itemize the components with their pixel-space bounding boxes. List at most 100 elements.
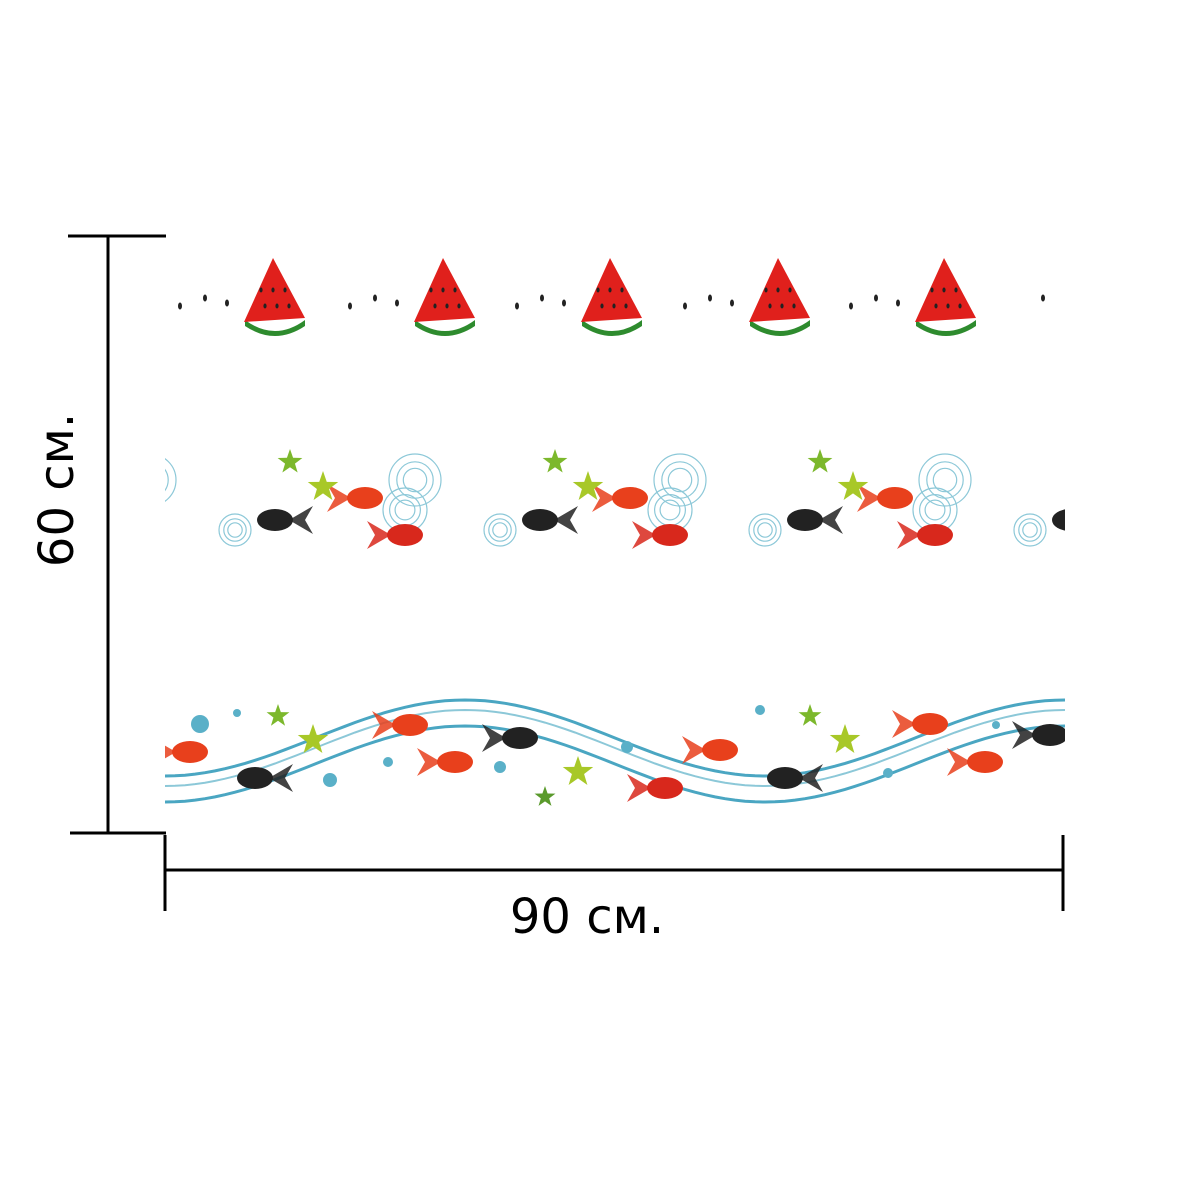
ripple [926, 461, 964, 499]
fish-body [82, 487, 118, 509]
ripple [667, 467, 693, 493]
ripple [483, 513, 517, 547]
watermelon-rind [750, 320, 810, 336]
seed [287, 303, 291, 309]
fish-body [652, 524, 688, 546]
fish [892, 710, 948, 738]
fish-tail [897, 521, 921, 549]
fish [1122, 484, 1178, 512]
seed [942, 287, 946, 293]
seed [515, 302, 519, 310]
fish-tail [289, 506, 313, 534]
seed [445, 303, 449, 309]
fish-body [767, 767, 803, 789]
fish [682, 736, 738, 764]
seed [225, 299, 229, 307]
seed [596, 287, 600, 293]
fish [522, 506, 578, 534]
fish-body [122, 524, 158, 546]
ripple [394, 499, 416, 521]
fish-body [787, 509, 823, 531]
fish-tail [1162, 521, 1186, 549]
ripple [661, 461, 699, 499]
fish-tail [482, 724, 506, 752]
fish [102, 521, 158, 549]
watermelon-rind [582, 320, 642, 336]
ripple [1013, 513, 1047, 547]
seed [178, 302, 182, 310]
fish-body [347, 487, 383, 509]
fish-tail [1012, 721, 1036, 749]
ripple [227, 522, 243, 538]
ripple [659, 499, 681, 521]
seed [203, 294, 207, 302]
seed [540, 294, 544, 302]
fish-tail [372, 711, 396, 739]
fish-body [172, 741, 208, 763]
seed [934, 303, 938, 309]
seed [275, 303, 279, 309]
leaf [1103, 471, 1133, 500]
fish-tail [857, 484, 881, 512]
fish [482, 724, 538, 752]
fish [787, 506, 843, 534]
seed [708, 294, 712, 302]
seed [395, 299, 399, 307]
leaf [297, 724, 329, 753]
fish-tail [592, 484, 616, 512]
fish [237, 764, 293, 792]
seed [954, 287, 958, 293]
ripple [1018, 518, 1042, 542]
wave [165, 724, 1065, 804]
fish-tail [627, 774, 651, 802]
fish-tail [632, 521, 656, 549]
fish [947, 748, 1003, 776]
fish [1012, 721, 1065, 749]
seed [429, 287, 433, 293]
ripple [488, 518, 512, 542]
fish-tail [327, 484, 351, 512]
fish [592, 484, 648, 512]
seed [788, 287, 792, 293]
bubble [494, 761, 506, 773]
height-label: 60 см. [29, 413, 85, 567]
seed [958, 303, 962, 309]
fish-body [877, 487, 913, 509]
leaf [1073, 449, 1098, 473]
bubble [383, 757, 393, 767]
fish [417, 748, 473, 776]
fish-tail [269, 764, 293, 792]
seed [259, 287, 263, 293]
fish-body [702, 739, 738, 761]
seed [283, 287, 287, 293]
seed [348, 302, 352, 310]
leaf [807, 449, 833, 473]
watermelon-rind [415, 320, 475, 336]
seed [768, 303, 772, 309]
ripple [118, 488, 162, 532]
watermelon-rind [916, 320, 976, 336]
leaf [837, 471, 869, 500]
leaf [798, 704, 822, 726]
ripple [492, 522, 508, 538]
seed [764, 287, 768, 293]
fish-tail [892, 710, 916, 738]
bubble [755, 705, 765, 715]
width-label: 90 см. [510, 889, 664, 945]
seed [433, 303, 437, 309]
fish-body [257, 509, 293, 531]
fish-tail [102, 521, 126, 549]
seed [373, 294, 377, 302]
fish-tail [819, 506, 843, 534]
leaf [277, 449, 303, 473]
ripple [1190, 500, 1200, 520]
fish-tail [1084, 506, 1108, 534]
fish [897, 521, 953, 549]
leaf [572, 471, 604, 500]
ripple [402, 467, 428, 493]
seed [624, 303, 628, 309]
watermelon-rind [245, 320, 305, 336]
seed [608, 287, 612, 293]
ripple [932, 467, 958, 493]
bubble [191, 715, 209, 733]
